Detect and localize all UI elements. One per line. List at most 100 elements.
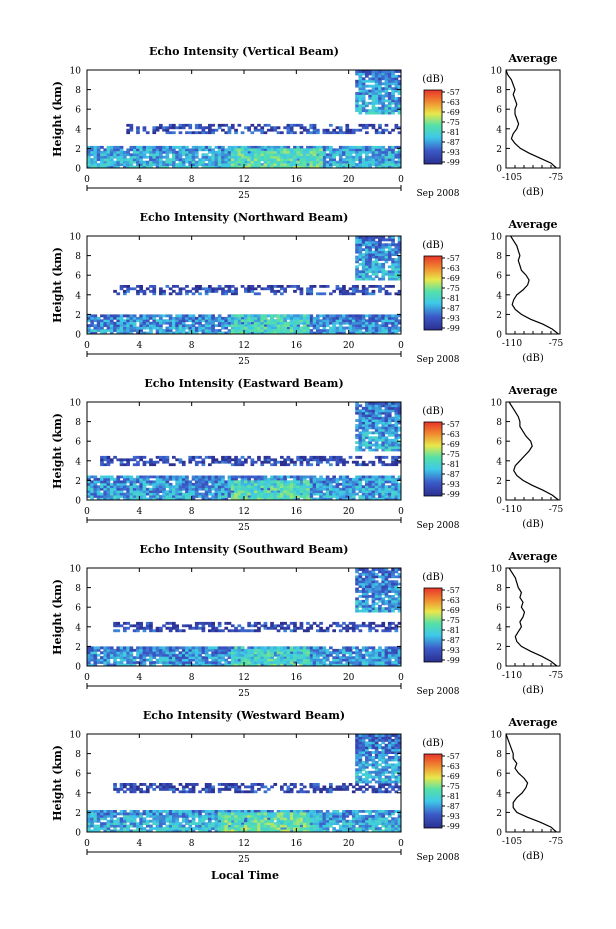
heatmap-cell [345, 497, 350, 501]
heatmap-cell [325, 163, 330, 166]
heatmap-cell [371, 158, 376, 162]
heatmap-cell [345, 326, 350, 330]
heatmap-cell [168, 492, 173, 496]
heatmap-cell [381, 131, 386, 135]
heatmap-cell [329, 495, 333, 498]
heatmap-cell [329, 663, 333, 667]
heatmap-cell [132, 160, 137, 164]
heatmap-cell [181, 477, 186, 481]
heatmap-cell [119, 475, 124, 479]
heatmap-cell [181, 331, 186, 335]
heatmap-cell [221, 475, 225, 479]
heatmap-cell [106, 482, 111, 486]
heatmap-cell [87, 658, 91, 662]
heatmap-cell [208, 145, 212, 149]
heatmap-cell [168, 292, 173, 296]
heatmap-cell [338, 316, 343, 320]
heatmap-cell [247, 477, 251, 481]
heatmap-cell [299, 155, 304, 159]
heatmap-cell [263, 316, 268, 320]
heatmap-cell [358, 314, 363, 318]
heatmap-cell [342, 458, 346, 462]
heatmap-cell [286, 480, 291, 484]
heatmap-cell [368, 148, 372, 152]
heatmap-cell [381, 455, 386, 459]
heatmap-cell [237, 155, 242, 159]
heatmap-cell [371, 480, 376, 484]
heatmap-cell [335, 126, 340, 130]
heatmap-cell [306, 153, 310, 157]
heatmap-cell [280, 285, 284, 288]
heatmap-cell [384, 404, 389, 408]
heatmap-cell [342, 477, 346, 481]
heatmap-cell [283, 492, 287, 496]
heatmap-cell [237, 319, 242, 323]
heatmap-cell [312, 661, 317, 664]
colorbar-tick-label: -93 [447, 314, 460, 323]
heatmap-cell [244, 289, 248, 293]
heatmap-cell [119, 321, 124, 325]
heatmap-cell [355, 270, 359, 274]
heatmap-cell [152, 150, 157, 154]
heatmap-cell [394, 497, 399, 501]
heatmap-cell [214, 458, 219, 462]
heatmap-cell [168, 287, 173, 291]
heatmap-cell [211, 458, 215, 462]
heatmap-cell [316, 463, 320, 467]
heatmap-cell [168, 326, 173, 330]
heatmap-cell [93, 314, 98, 318]
heatmap-cell [368, 404, 372, 408]
heatmap-cell [181, 648, 186, 652]
heatmap-cell [286, 155, 291, 159]
heatmap-cell [168, 123, 173, 127]
heatmap-cell [178, 292, 183, 296]
heatmap-cell [384, 314, 389, 318]
heatmap-cell [371, 409, 376, 413]
heatmap-cell [191, 651, 196, 655]
heatmap-cell [378, 84, 382, 88]
heatmap-cell [322, 329, 327, 332]
heatmap-cell [342, 482, 346, 486]
heatmap-cell [119, 485, 124, 489]
heatmap-cell [273, 321, 278, 325]
heatmap-cell [155, 495, 160, 498]
heatmap-cell [217, 651, 222, 655]
heatmap-cell [391, 477, 395, 481]
heatmap-cell [113, 326, 117, 330]
heatmap-cell [322, 656, 327, 659]
heatmap-cell [168, 646, 173, 650]
heatmap-cell [394, 314, 399, 318]
heatmap-cell [361, 438, 366, 442]
heatmap-cell [280, 163, 284, 166]
heatmap-cell [381, 277, 386, 281]
heatmap-cell [204, 158, 209, 162]
heatmap-cell [296, 153, 300, 157]
heatmap-cell [387, 487, 392, 491]
heatmap-cell [129, 329, 134, 332]
heatmap-cell [201, 326, 206, 330]
heatmap-cell [371, 150, 376, 154]
heatmap-cell [142, 485, 147, 489]
heatmap-cell [191, 482, 196, 486]
heatmap-cell [299, 480, 304, 484]
heatmap-cell [283, 316, 287, 320]
heatmap-cell [368, 236, 372, 239]
heatmap-cell [332, 651, 336, 655]
heatmap-cell [244, 165, 248, 169]
heatmap-cell [289, 475, 294, 479]
heatmap-cell [361, 490, 366, 493]
heatmap-cell [185, 165, 189, 169]
average-x-tick-label: -75 [549, 173, 564, 183]
heatmap-cell [208, 326, 212, 330]
heatmap-cell [387, 326, 392, 330]
heatmap-cell [365, 319, 369, 323]
heatmap-cell [230, 153, 235, 157]
heatmap-cell [240, 285, 245, 288]
heatmap-cell [325, 160, 330, 164]
heatmap-cell [309, 292, 314, 296]
heatmap-cell [286, 490, 291, 493]
heatmap-cell [358, 128, 363, 132]
heatmap-cell [123, 289, 127, 293]
heatmap-cell [227, 487, 232, 491]
heatmap-cell [365, 79, 369, 83]
